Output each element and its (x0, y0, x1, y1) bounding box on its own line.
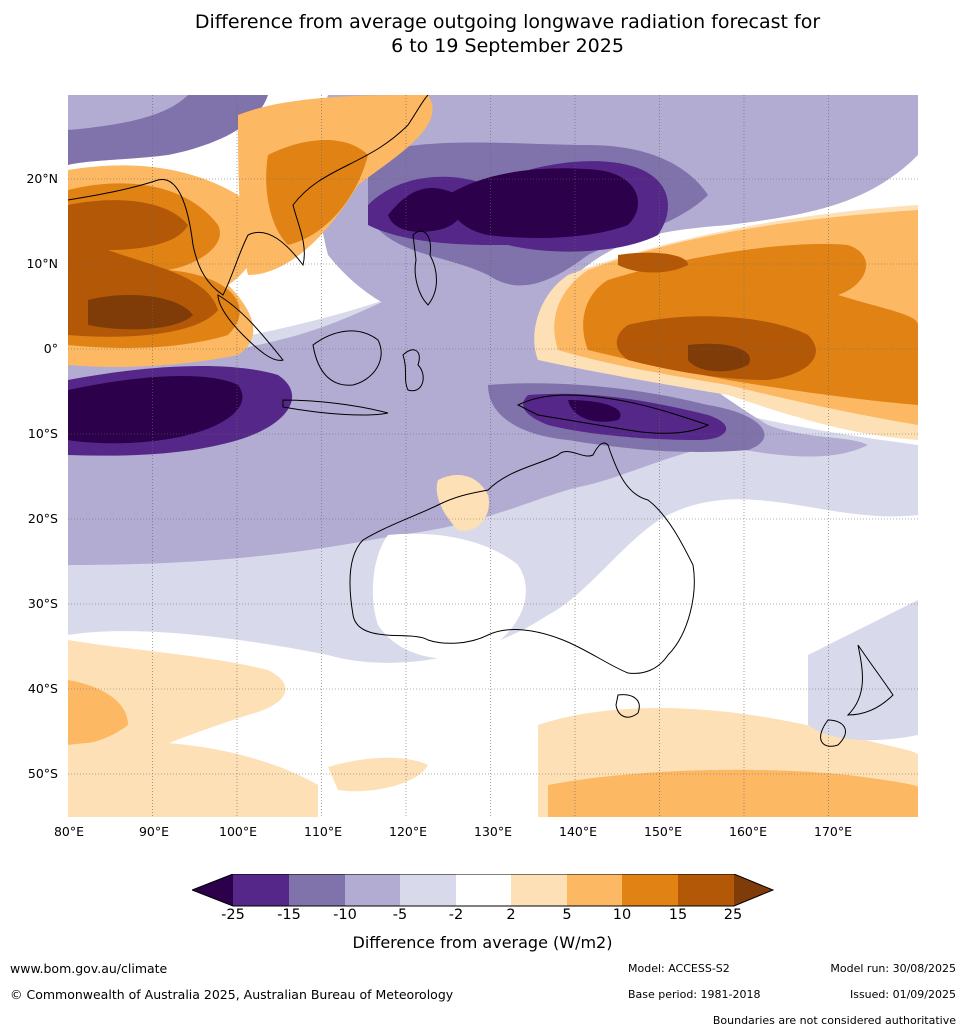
colorbar-label: 2 (506, 907, 516, 923)
graticule (68, 95, 918, 817)
colorbar-label: -2 (448, 907, 464, 923)
philippines-coastline (412, 230, 437, 306)
java-coastline (282, 399, 389, 416)
lat-tick: 10°N (26, 256, 58, 271)
lon-tick: 90°E (138, 824, 170, 839)
colorbar-label: -15 (277, 907, 301, 923)
colorbar-swatch (192, 874, 233, 906)
lon-tick: 160°E (728, 824, 768, 839)
anomaly-region (372, 533, 526, 659)
anomaly-region (436, 475, 489, 531)
anomaly-region (388, 187, 463, 232)
anomaly-region (328, 757, 428, 792)
colorbar-swatch (567, 874, 622, 906)
colorbar-swatch (511, 874, 567, 906)
anomaly-region (68, 375, 243, 444)
colorbar-swatch (345, 874, 400, 906)
base-period-text: Base period: 1981-2018 (628, 988, 761, 1001)
anomaly-region (68, 680, 128, 745)
model-run-text: Model run: 30/08/2025 (830, 962, 956, 975)
tasmania-coastline (615, 694, 640, 718)
anomaly-region (548, 769, 918, 817)
lon-tick: 140°E (558, 824, 598, 839)
anomaly-region (68, 253, 868, 565)
colorbar-swatch (678, 874, 734, 906)
anomaly-region (266, 140, 368, 245)
colorbar-label: 15 (668, 907, 688, 923)
colorbar-label: 5 (562, 907, 572, 923)
title-line-1: Difference from average outgoing longwav… (194, 11, 821, 33)
colorbar-swatch (289, 874, 345, 906)
sumatra-coastline (217, 294, 284, 361)
coastlines (68, 95, 894, 747)
colorbar-swatch (622, 874, 678, 906)
anomaly-region (568, 400, 621, 422)
colorbar-label: -5 (392, 907, 408, 923)
lon-tick: 170°E (813, 824, 853, 839)
lat-tick: 40°S (27, 681, 58, 696)
website-link[interactable]: www.bom.gov.au/climate (10, 961, 168, 976)
colorbar-title: Difference from average (W/m2) (352, 933, 613, 952)
anomaly-region (68, 95, 188, 130)
anomaly-region (68, 741, 318, 817)
colorbar-swatch (734, 874, 773, 906)
lat-tick: 20°N (26, 171, 58, 186)
colorbar-swatch (233, 874, 289, 906)
map-canvas (68, 95, 918, 817)
lon-tick: 120°E (388, 824, 428, 839)
model-text: Model: ACCESS-S2 (628, 962, 730, 975)
anomaly-region (688, 343, 750, 372)
anomaly-region (88, 295, 193, 330)
colorbar-label: -25 (221, 907, 245, 923)
lat-tick: 50°S (27, 766, 58, 781)
lon-tick: 150°E (643, 824, 683, 839)
title-line-2: 6 to 19 September 2025 (391, 35, 624, 57)
new-guinea-coastline (516, 394, 710, 434)
anomaly-map (68, 95, 918, 817)
anomaly-region (808, 600, 918, 741)
lat-tick: 20°S (27, 511, 58, 526)
issued-text: Issued: 01/09/2025 (849, 988, 956, 1001)
new-zealand-coastline (820, 644, 894, 747)
anomaly-region (618, 252, 688, 273)
map-title: Difference from average outgoing longwav… (0, 10, 965, 58)
colorbar (192, 874, 774, 907)
copyright-text: © Commonwealth of Australia 2025, Austra… (10, 987, 454, 1002)
sulawesi-coastline (402, 349, 424, 392)
australia-coastline (349, 442, 695, 674)
colorbar-label: -10 (333, 907, 357, 923)
lat-tick: 0° (43, 341, 58, 356)
borneo-coastline (312, 330, 382, 386)
colorbar-label: 10 (612, 907, 632, 923)
colorbar-label: 25 (723, 907, 743, 923)
disclaimer-text: Boundaries are not considered authoritat… (712, 1014, 956, 1027)
lon-tick: 110°E (303, 824, 343, 839)
lat-tick: 30°S (27, 596, 58, 611)
colorbar-swatch (400, 874, 456, 906)
anomaly-region (448, 168, 638, 238)
lon-tick: 130°E (473, 824, 513, 839)
lon-tick: 80°E (53, 824, 85, 839)
lat-tick: 10°S (27, 426, 58, 441)
colorbar-swatch (456, 874, 511, 906)
asia-coastline (68, 95, 429, 296)
colorbar-outline (192, 874, 774, 907)
lon-tick: 100°E (218, 824, 258, 839)
